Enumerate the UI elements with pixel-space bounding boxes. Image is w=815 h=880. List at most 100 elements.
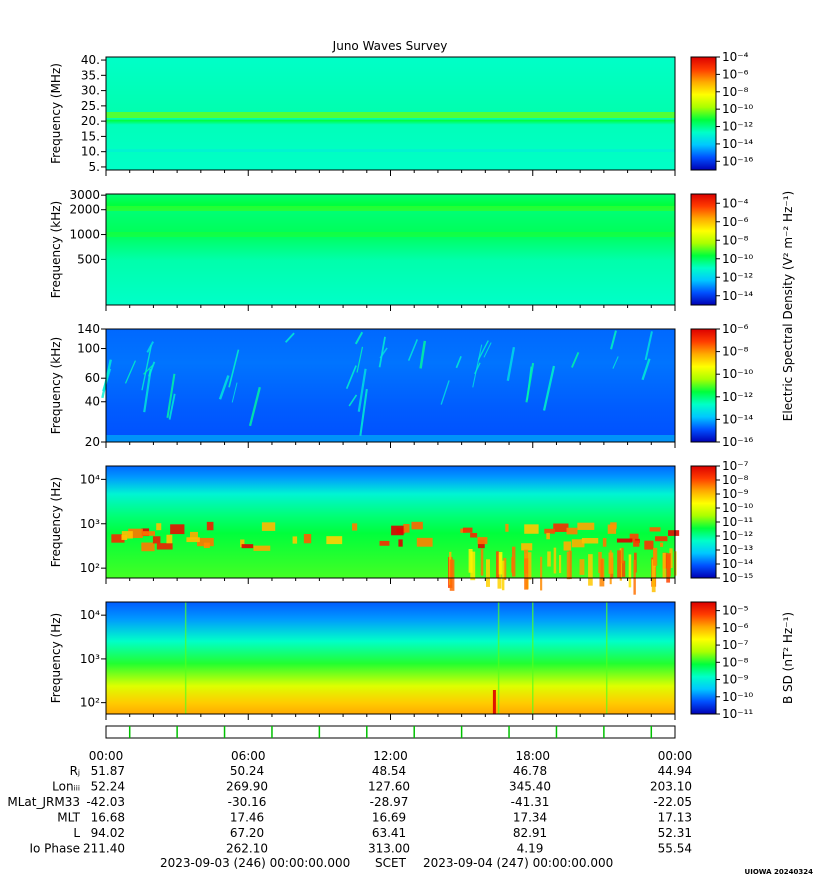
ephemeris-value-5-0: 211.40: [83, 842, 125, 856]
y-axis-label-1: Frequency (MHz): [49, 63, 63, 164]
colorbar-label-4-3: 10⁻¹⁰: [722, 501, 753, 515]
ephemeris-table: Rⱼ 51.87 50.24 48.54 46.78 44.94 Lonᵢᵢᵢ 52.24 26…: [7, 764, 692, 856]
colorbar-label-4-1: 10⁻⁸: [722, 473, 749, 487]
ephemeris-value-2-0: -42.03: [86, 795, 125, 809]
ephemeris-value-5-4: 55.54: [658, 842, 692, 856]
colorbar-1: 10⁻⁴ 10⁻⁶ 10⁻⁸ 10⁻¹⁰ 10⁻¹² 10⁻¹⁴ 10⁻¹⁶: [690, 50, 753, 171]
ephemeris-value-4-0: 94.02: [91, 826, 125, 840]
ephemeris-value-5-1: 262.10: [226, 842, 268, 856]
colorbar-label-4-5: 10⁻¹²: [722, 529, 753, 543]
ephemeris-value-1-1: 269.90: [226, 780, 268, 794]
y-axis-label-4: Frequency (Hz): [49, 477, 63, 568]
colorbar-scale-5: [690, 601, 717, 715]
figure-title: Juno Waves Survey: [332, 39, 448, 53]
ephemeris-label-3: MLT: [57, 811, 80, 825]
colorbar-label-1-2: 10⁻⁸: [722, 85, 749, 99]
colorbar-titles: Electric Spectral Density (V² m⁻² Hz⁻¹) …: [781, 191, 795, 704]
ephemeris-value-1-3: 345.40: [509, 780, 551, 794]
y-tick-label-1-7: 40.: [81, 53, 100, 67]
ephemeris-label-4: L: [73, 826, 80, 840]
y-tick-label-4-2: 10⁴: [80, 472, 100, 486]
colorbar-label-5-1: 10⁻⁶: [722, 621, 749, 635]
y-tick-label-3-4: 140: [77, 322, 100, 336]
ephemeris-value-2-3: -41.31: [511, 795, 550, 809]
colorbar-label-2-4: 10⁻¹²: [722, 270, 753, 284]
y-tick-label-5-2: 10⁴: [80, 608, 100, 622]
spectral-features-2: [106, 206, 675, 237]
spectrogram-image-2: [106, 194, 675, 305]
colorbar-label-1-5: 10⁻¹⁴: [722, 137, 753, 151]
b-sd-label: B SD (nT² Hz⁻¹): [781, 612, 795, 704]
y-tick-label-2-3: 3000: [69, 188, 100, 202]
time-tick-label-1: 06:00: [231, 749, 266, 763]
ephemeris-value-0-1: 50.24: [230, 764, 264, 778]
time-tick-label-4: 00:00: [658, 749, 693, 763]
panel-4: 10² 10³ 10⁴ Frequency (Hz) 10⁻⁷10⁻⁸10⁻⁹10⁻¹⁰…: [49, 459, 753, 595]
ephemeris-value-0-3: 46.78: [513, 764, 547, 778]
colorbar-3: 10⁻⁶ 10⁻⁸ 10⁻¹⁰ 10⁻¹² 10⁻¹⁴ 10⁻¹⁶: [690, 322, 753, 449]
panel-3: 20 40 60 100 140 Frequency (kHz) 10⁻⁶ 10⁻⁸ 10⁻¹⁰…: [49, 322, 753, 449]
footer-scet: SCET: [375, 856, 407, 870]
ephemeris-value-3-4: 17.13: [658, 811, 692, 825]
colorbar-scale-2: [690, 193, 717, 306]
colorbar-label-5-4: 10⁻⁹: [722, 673, 749, 687]
ephemeris-value-4-2: 63.41: [372, 826, 406, 840]
footer: 2023-09-03 (246) 00:00:00.000 SCET 2023-…: [160, 856, 813, 876]
colorbar-2: 10⁻⁴ 10⁻⁶ 10⁻⁸ 10⁻¹⁰ 10⁻¹² 10⁻¹⁴: [690, 193, 753, 306]
ephemeris-value-5-3: 4.19: [517, 842, 544, 856]
time-axis-strip: 00:00 06:00 12:00 18:00 00:00: [89, 725, 693, 763]
y-tick-label-3-1: 40: [85, 395, 100, 409]
spectrogram-panels: 5.10. 15.20.25.30. 35.40. Frequency (MHz) 10…: [49, 50, 753, 721]
colorbar-label-2-5: 10⁻¹⁴: [722, 289, 753, 303]
y-tick-label-1-3: 20.: [81, 114, 100, 128]
ephemeris-label-5: Io Phase: [29, 842, 80, 856]
y-axis-label-3: Frequency (kHz): [49, 337, 63, 434]
ephemeris-value-2-4: -22.05: [653, 795, 692, 809]
y-tick-label-2-1: 1000: [69, 228, 100, 242]
time-tick-label-2: 12:00: [373, 749, 408, 763]
colorbar-label-3-0: 10⁻⁶: [722, 322, 749, 336]
colorbar-label-3-1: 10⁻⁸: [722, 345, 749, 359]
colorbar-label-5-0: 10⁻⁵: [722, 604, 749, 618]
spectral-features-1: [106, 112, 675, 152]
ephemeris-value-0-0: 51.87: [91, 764, 125, 778]
credit-stamp: UIOWA 20240324: [745, 868, 814, 876]
ephemeris-value-4-4: 52.31: [658, 826, 692, 840]
ephemeris-value-0-4: 44.94: [658, 764, 692, 778]
ephemeris-value-4-1: 67.20: [230, 826, 264, 840]
y-tick-label-3-3: 100: [77, 342, 100, 356]
electric-spectral-density-label: Electric Spectral Density (V² m⁻² Hz⁻¹): [781, 191, 795, 421]
y-tick-label-1-2: 15.: [81, 129, 100, 143]
colorbar-label-4-8: 10⁻¹⁵: [722, 571, 753, 585]
footer-start-time: 2023-09-03 (246) 00:00:00.000: [160, 856, 350, 870]
ephemeris-value-5-2: 313.00: [368, 842, 410, 856]
colorbar-label-2-0: 10⁻⁴: [722, 196, 749, 210]
colorbar-label-1-0: 10⁻⁴: [722, 50, 749, 64]
colorbar-label-5-2: 10⁻⁷: [722, 638, 749, 652]
colorbar-scale-1: [690, 56, 717, 171]
y-tick-label-5-1: 10³: [80, 652, 100, 666]
ephemeris-value-1-2: 127.60: [368, 780, 410, 794]
time-tick-label-0: 00:00: [89, 749, 124, 763]
y-axis-label-5: Frequency (Hz): [49, 613, 63, 704]
ephemeris-value-3-1: 17.46: [230, 811, 264, 825]
y-tick-label-4-1: 10³: [80, 517, 100, 531]
ephemeris-value-3-0: 16.68: [91, 811, 125, 825]
panel-1: 5.10. 15.20.25.30. 35.40. Frequency (MHz) 10…: [49, 50, 753, 176]
time-strip-frame: [105, 725, 676, 739]
ephemeris-value-0-2: 48.54: [372, 764, 406, 778]
ephemeris-value-1-4: 203.10: [650, 780, 692, 794]
colorbar-label-1-3: 10⁻¹⁰: [722, 102, 753, 116]
colorbar-label-1-4: 10⁻¹²: [722, 120, 753, 134]
ephemeris-value-2-1: -30.16: [228, 795, 267, 809]
colorbar-label-1-1: 10⁻⁶: [722, 67, 749, 81]
y-tick-label-3-0: 20: [85, 435, 100, 449]
ephemeris-label-0: Rⱼ: [70, 764, 80, 778]
colorbar-scale-3: [690, 328, 717, 443]
spectrogram-image-3: [106, 329, 675, 442]
colorbar-label-4-6: 10⁻¹³: [722, 543, 753, 557]
spectral-features-4: [111, 521, 680, 595]
y-tick-label-2-0: 500: [77, 252, 100, 266]
